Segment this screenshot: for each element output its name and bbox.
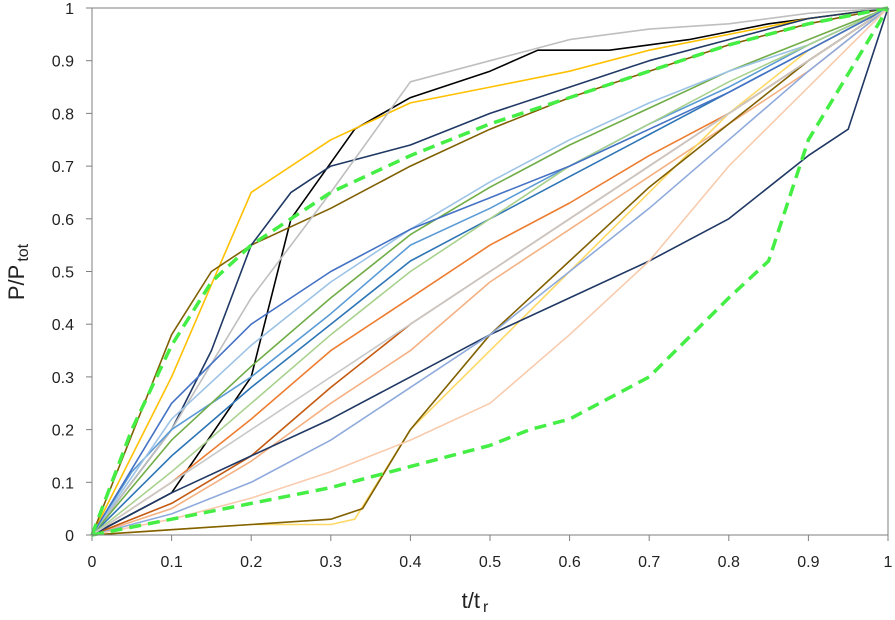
envelope-line-20 xyxy=(90,6,889,536)
x-tick-label: 0.8 xyxy=(718,554,740,571)
y-tick-label: 0.9 xyxy=(52,54,74,71)
series-line-4 xyxy=(91,7,889,536)
y-tick-label: 0.2 xyxy=(52,423,74,440)
x-axis-title-main: t/t xyxy=(462,588,480,613)
tick-labels: 0 0.1 0.2 0.3 0.4 0.5 0.6 0.7 0.8 0.9 1 0 0.1 0.2 0.3 0… xyxy=(52,1,893,571)
x-tick-label: 0.9 xyxy=(797,554,819,571)
series-line-11 xyxy=(91,7,889,536)
x-tick-label: 0.6 xyxy=(558,554,580,571)
y-tick-label: 0.5 xyxy=(52,265,74,282)
series-line-18 xyxy=(91,7,889,536)
axes-layer xyxy=(86,7,889,541)
x-tick-label: 0.5 xyxy=(479,554,501,571)
x-axis-title-sub: r xyxy=(483,599,489,616)
x-axis-title: t/t r xyxy=(462,588,489,616)
series-line-2 xyxy=(91,7,889,536)
series-line-1 xyxy=(91,7,889,536)
series-line-7 xyxy=(91,7,889,536)
y-tick-label: 0.8 xyxy=(52,106,74,123)
y-tick-label: 0.3 xyxy=(52,370,74,387)
series-line-14 xyxy=(91,7,889,536)
y-tick-label: 0.6 xyxy=(52,212,74,229)
y-tick-label: 0.4 xyxy=(52,317,74,334)
x-tick-label: 1 xyxy=(884,554,893,571)
series-line-9 xyxy=(91,7,889,536)
y-tick-label: 0 xyxy=(65,528,74,545)
series-line-0 xyxy=(91,7,889,536)
y-tick-label: 0.7 xyxy=(52,159,74,176)
series-line-16 xyxy=(91,7,889,536)
series-line-3 xyxy=(91,7,889,536)
series-line-17 xyxy=(91,7,889,536)
y-axis-title-main: P/P xyxy=(4,265,29,300)
x-tick-label: 0 xyxy=(88,554,97,571)
series-line-5 xyxy=(91,7,889,536)
series-layer xyxy=(90,6,890,537)
series-line-12 xyxy=(91,7,889,536)
y-tick-label: 1 xyxy=(65,1,74,18)
y-axis-title-sub: tot xyxy=(15,243,32,261)
x-tick-label: 0.4 xyxy=(399,554,421,571)
x-tick-label: 0.2 xyxy=(240,554,262,571)
envelope-line-21 xyxy=(91,7,890,537)
series-line-19 xyxy=(91,7,889,536)
x-tick-label: 0.7 xyxy=(638,554,660,571)
x-tick-label: 0.3 xyxy=(320,554,342,571)
y-tick-label: 0.1 xyxy=(52,475,74,492)
y-axis-title: P/P tot xyxy=(4,243,32,300)
x-tick-label: 0.1 xyxy=(160,554,182,571)
series-line-15 xyxy=(91,7,889,536)
